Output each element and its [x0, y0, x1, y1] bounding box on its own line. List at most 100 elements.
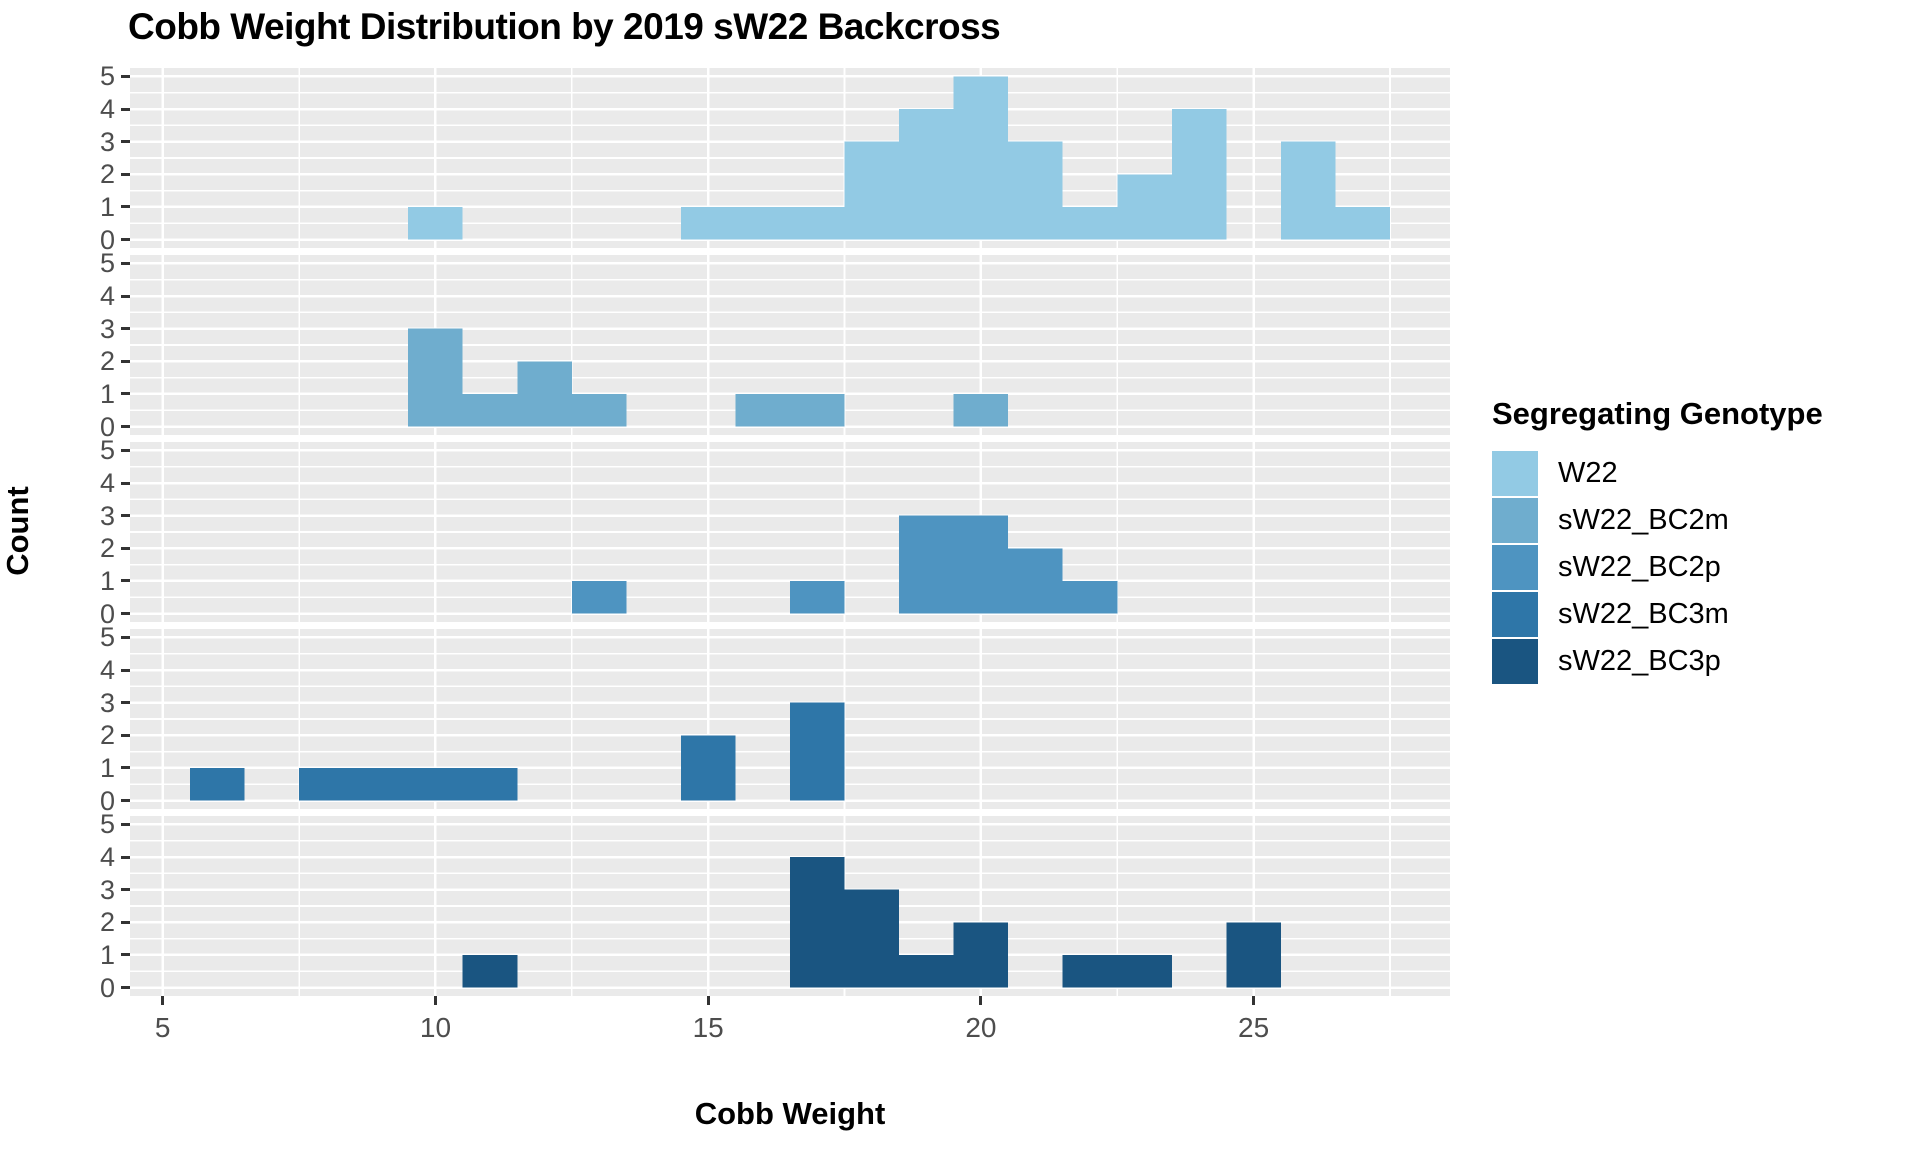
- gridline-minor-horizontal: [130, 278, 1450, 281]
- y-tick-mark: [121, 481, 130, 485]
- y-tick-label: 5: [99, 622, 115, 653]
- gridline-minor-horizontal: [130, 124, 1450, 127]
- gridline-minor-horizontal: [130, 839, 1450, 842]
- y-tick-label: 5: [99, 248, 115, 279]
- gridline-minor-vertical: [571, 68, 573, 248]
- gridline-major-vertical: [979, 629, 983, 809]
- gridline-major-horizontal: [130, 107, 1450, 111]
- facet-panel-W22: [130, 68, 1450, 248]
- gridline-minor-horizontal: [130, 157, 1450, 159]
- y-tick-label: 3: [99, 126, 115, 157]
- y-tick-label: 1: [99, 939, 115, 970]
- histogram-bar: [408, 767, 463, 801]
- gridline-major-horizontal: [130, 392, 1450, 396]
- gridline-major-horizontal: [130, 262, 1450, 265]
- y-tick-label: 2: [99, 720, 115, 751]
- gridline-major-vertical: [161, 442, 164, 622]
- histogram-bar: [462, 393, 518, 427]
- gridline-minor-vertical: [298, 255, 300, 435]
- gridline-minor-vertical: [1389, 255, 1391, 435]
- y-tick-mark: [121, 261, 130, 265]
- x-tick-label: 20: [965, 1012, 997, 1043]
- histogram-bar: [571, 580, 627, 614]
- facet-plot-W22: [130, 68, 1450, 248]
- facet-plot-sW22_BC3m: [130, 629, 1450, 809]
- gridline-major-vertical: [434, 442, 437, 622]
- y-tick-mark: [121, 733, 130, 737]
- histogram-bar: [1117, 954, 1172, 988]
- gridline-minor-vertical: [298, 629, 300, 809]
- histogram-bar: [953, 76, 1009, 240]
- facet-plot-sW22_BC2m: [130, 255, 1450, 435]
- histogram-bar: [899, 954, 954, 988]
- y-tick-label: 2: [99, 907, 115, 938]
- gridline-minor-vertical: [571, 442, 573, 622]
- gridline-major-horizontal: [130, 140, 1450, 143]
- gridline-major-horizontal: [130, 481, 1450, 485]
- histogram-bar: [735, 206, 790, 240]
- gridline-major-vertical: [706, 68, 710, 248]
- y-tick-label: 3: [99, 313, 115, 344]
- histogram-bar: [899, 109, 954, 240]
- histogram-bar: [571, 393, 627, 427]
- x-tick-label: 5: [154, 1012, 171, 1043]
- histogram-bar: [462, 954, 518, 988]
- histogram-bar: [353, 767, 409, 801]
- x-tick-label: 15: [692, 1012, 724, 1043]
- gridline-major-horizontal: [130, 75, 1450, 78]
- y-tick-mark: [121, 205, 130, 209]
- y-tick-label: 0: [99, 785, 115, 816]
- y-tick-mark: [121, 107, 130, 111]
- histogram-bar: [299, 767, 354, 801]
- y-tick-mark: [121, 140, 130, 144]
- histogram-bar: [190, 767, 245, 801]
- gridline-major-horizontal: [130, 823, 1450, 826]
- histogram-bar: [408, 328, 463, 427]
- gridline-major-vertical: [1252, 442, 1255, 622]
- histogram-bar: [899, 515, 954, 614]
- y-tick-mark: [121, 238, 130, 242]
- gridline-major-horizontal: [130, 668, 1450, 672]
- y-tick-mark: [121, 822, 130, 826]
- gridline-minor-vertical: [1116, 442, 1119, 622]
- legend-item-label: sW22_BC3m: [1558, 597, 1729, 630]
- y-tick-mark: [121, 425, 130, 429]
- gridline-minor-vertical: [571, 629, 573, 809]
- gridline-minor-vertical: [298, 68, 300, 248]
- legend-items: W22 sW22_BC2m sW22_BC2p sW22_BC3m sW22_BC3p: [1492, 450, 1823, 684]
- legend-swatch-icon: [1492, 638, 1538, 684]
- histogram-bar: [1062, 206, 1118, 240]
- gridline-minor-vertical: [571, 816, 573, 996]
- y-tick-label: 1: [99, 378, 115, 409]
- y-tick-label: 4: [99, 842, 115, 873]
- gridline-major-vertical: [706, 442, 710, 622]
- gridline-major-horizontal: [130, 547, 1450, 550]
- gridline-major-horizontal: [130, 636, 1450, 639]
- y-tick-mark: [121, 448, 130, 452]
- gridline-minor-vertical: [1116, 255, 1119, 435]
- y-tick-mark: [121, 920, 130, 924]
- gridline-minor-vertical: [1116, 629, 1119, 809]
- gridline-minor-horizontal: [130, 344, 1450, 346]
- histogram-bar: [844, 141, 900, 240]
- legend-swatch-icon: [1492, 591, 1538, 637]
- y-tick-label: 5: [99, 435, 115, 466]
- legend-item-sW22_BC2p: sW22_BC2p: [1492, 544, 1823, 590]
- facet-plot-sW22_BC2p: [130, 442, 1450, 622]
- legend-item-sW22_BC2m: sW22_BC2m: [1492, 497, 1823, 543]
- gridline-minor-horizontal: [130, 91, 1450, 94]
- legend-item-label: sW22_BC3p: [1558, 644, 1721, 677]
- y-tick-mark: [121, 953, 130, 957]
- histogram-bar: [1008, 141, 1063, 240]
- gridline-minor-horizontal: [130, 531, 1450, 533]
- gridline-major-vertical: [434, 68, 437, 248]
- gridline-minor-horizontal: [130, 376, 1450, 379]
- y-tick-mark: [121, 514, 130, 518]
- histogram-bar: [1226, 922, 1281, 988]
- legend-item-sW22_BC3p: sW22_BC3p: [1492, 638, 1823, 684]
- y-tick-mark: [121, 888, 130, 892]
- legend-swatch-icon: [1492, 544, 1538, 590]
- gridline-minor-vertical: [1116, 68, 1119, 248]
- y-tick-label: 2: [99, 533, 115, 564]
- gridline-minor-vertical: [571, 255, 573, 435]
